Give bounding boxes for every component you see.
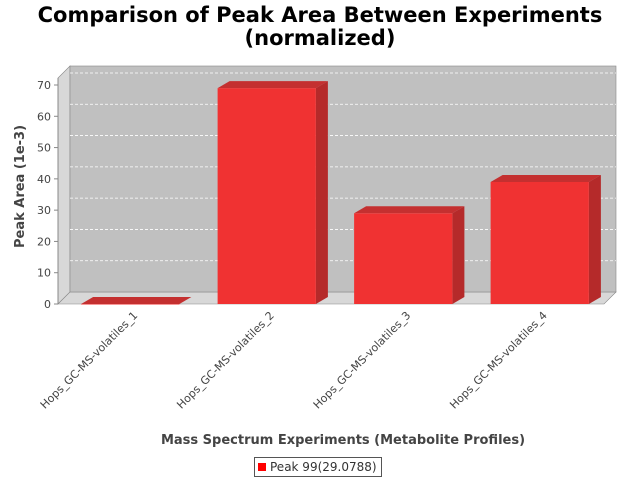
y-tick-label: 70: [37, 79, 51, 92]
chart-subtitle: (normalized): [244, 26, 396, 50]
bar-top: [490, 174, 601, 182]
bar-side: [588, 174, 601, 304]
y-tick-label: 20: [37, 235, 51, 248]
y-tick-label: 50: [37, 142, 51, 155]
bar: [354, 213, 453, 304]
y-tick-label: 0: [44, 298, 51, 311]
x-tick-label: Hops_GC-MS-volatiles_4: [447, 309, 550, 412]
x-axis-label: Mass Spectrum Experiments (Metabolite Pr…: [161, 433, 525, 448]
y-tick-label: 60: [37, 110, 51, 123]
bar-side: [315, 81, 328, 304]
x-tick-label: Hops_GC-MS-volatiles_3: [311, 309, 414, 412]
bar-top: [354, 206, 465, 214]
bar-top: [81, 297, 192, 304]
x-tick-label: Hops_GC-MS-volatiles_1: [38, 309, 141, 412]
y-tick-label: 30: [37, 204, 51, 217]
bar-top: [217, 81, 328, 89]
bar: [81, 304, 180, 305]
chart-legend: Peak 99(29.0788): [254, 457, 382, 477]
plot-left-wall: [57, 65, 71, 305]
y-axis-label: Peak Area (1e-3): [13, 125, 28, 248]
y-tick-label: 10: [37, 267, 51, 280]
bar: [490, 181, 589, 304]
bar: [217, 88, 316, 304]
legend-label: Peak 99(29.0788): [270, 460, 377, 474]
y-tick-label: 40: [37, 173, 51, 186]
chart-title: Comparison of Peak Area Between Experime…: [37, 3, 603, 27]
x-tick-label: Hops_GC-MS-volatiles_2: [174, 309, 277, 412]
bar-side: [452, 206, 465, 304]
legend-swatch: [258, 463, 266, 471]
